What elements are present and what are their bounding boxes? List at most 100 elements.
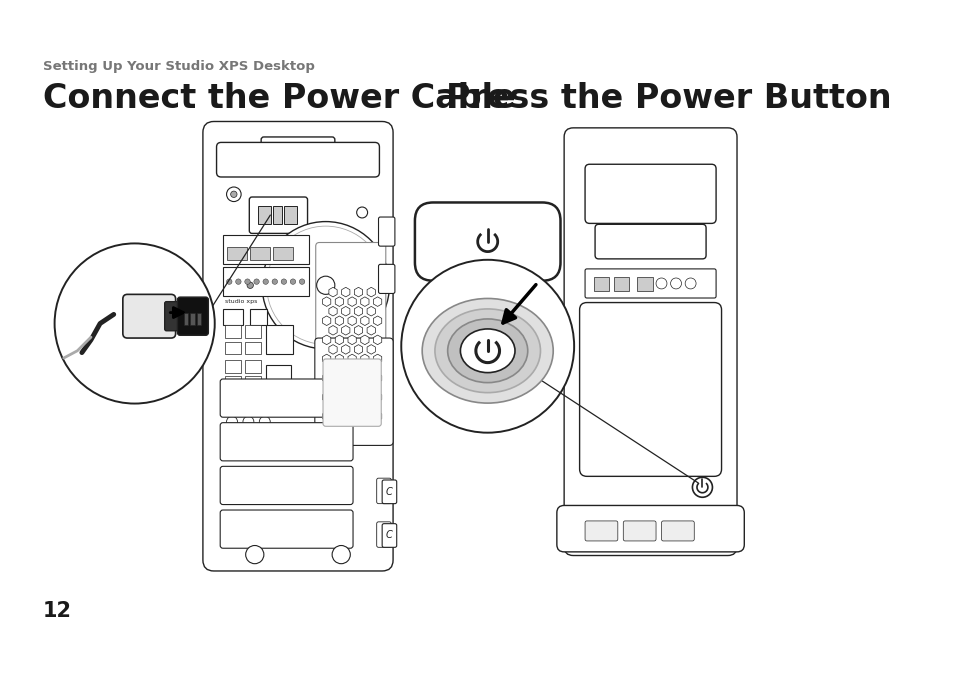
Circle shape [231, 191, 236, 198]
Circle shape [670, 278, 680, 289]
Polygon shape [360, 335, 369, 345]
Polygon shape [335, 373, 343, 383]
Polygon shape [329, 364, 336, 373]
Circle shape [692, 477, 712, 498]
Bar [227, 247, 247, 260]
Circle shape [281, 279, 286, 284]
FancyBboxPatch shape [382, 524, 396, 547]
FancyBboxPatch shape [563, 128, 737, 556]
FancyBboxPatch shape [595, 224, 705, 259]
FancyBboxPatch shape [376, 478, 391, 504]
Polygon shape [341, 345, 350, 354]
Polygon shape [354, 402, 362, 412]
Polygon shape [329, 383, 336, 393]
Bar [245, 360, 261, 372]
Polygon shape [322, 373, 331, 383]
FancyBboxPatch shape [584, 165, 716, 223]
Polygon shape [373, 393, 381, 402]
Text: C: C [386, 487, 393, 497]
Polygon shape [360, 297, 369, 307]
Polygon shape [322, 316, 331, 326]
Circle shape [235, 279, 241, 284]
FancyBboxPatch shape [261, 137, 335, 155]
Circle shape [262, 221, 389, 349]
Polygon shape [329, 307, 336, 316]
Polygon shape [367, 364, 375, 373]
Polygon shape [373, 316, 381, 326]
FancyBboxPatch shape [216, 142, 379, 177]
Polygon shape [322, 335, 331, 345]
Polygon shape [360, 316, 369, 326]
Circle shape [259, 416, 270, 427]
Bar [614, 277, 628, 290]
Polygon shape [348, 316, 355, 326]
Polygon shape [329, 326, 336, 335]
Bar [190, 313, 194, 326]
Text: studio xps: studio xps [225, 299, 257, 305]
Polygon shape [373, 412, 381, 421]
Polygon shape [360, 354, 369, 364]
Polygon shape [348, 393, 355, 402]
FancyBboxPatch shape [376, 522, 391, 547]
Text: C: C [386, 531, 393, 540]
Text: 12: 12 [43, 601, 71, 621]
Polygon shape [360, 373, 369, 383]
Bar [225, 326, 241, 338]
Text: Setting Up Your Studio XPS Desktop: Setting Up Your Studio XPS Desktop [43, 60, 314, 72]
Circle shape [226, 416, 237, 427]
FancyBboxPatch shape [579, 303, 720, 477]
Circle shape [401, 260, 574, 433]
Bar [184, 313, 188, 326]
Bar [266, 326, 293, 355]
Bar [273, 247, 293, 260]
Bar [223, 267, 309, 297]
Bar [225, 342, 241, 355]
Polygon shape [348, 297, 355, 307]
FancyBboxPatch shape [314, 338, 393, 445]
Text: Press the Power Button: Press the Power Button [445, 83, 890, 115]
Polygon shape [322, 412, 331, 421]
Bar [250, 247, 270, 260]
Bar [637, 277, 653, 290]
Circle shape [226, 400, 237, 411]
Polygon shape [329, 287, 336, 297]
Polygon shape [367, 287, 375, 297]
Polygon shape [341, 287, 350, 297]
Polygon shape [329, 402, 336, 412]
FancyBboxPatch shape [382, 480, 396, 504]
Circle shape [246, 546, 264, 564]
Circle shape [243, 416, 253, 427]
Bar [245, 376, 261, 389]
Polygon shape [335, 297, 343, 307]
Circle shape [356, 207, 367, 218]
FancyBboxPatch shape [220, 466, 353, 504]
Polygon shape [354, 307, 362, 316]
Polygon shape [360, 412, 369, 421]
Polygon shape [367, 402, 375, 412]
Polygon shape [354, 383, 362, 393]
Polygon shape [360, 393, 369, 402]
Polygon shape [341, 383, 350, 393]
Bar [196, 313, 201, 326]
Bar [266, 366, 291, 384]
Polygon shape [335, 412, 343, 421]
FancyBboxPatch shape [660, 521, 694, 541]
Circle shape [245, 279, 250, 284]
Circle shape [290, 279, 295, 284]
Circle shape [316, 276, 335, 294]
Polygon shape [367, 383, 375, 393]
Text: Connect the Power Cable: Connect the Power Cable [43, 83, 515, 115]
Polygon shape [354, 345, 362, 354]
Polygon shape [322, 297, 331, 307]
FancyBboxPatch shape [165, 302, 187, 331]
Bar [273, 206, 282, 224]
Polygon shape [373, 354, 381, 364]
Circle shape [299, 279, 305, 284]
Ellipse shape [422, 299, 553, 403]
Polygon shape [322, 393, 331, 402]
Polygon shape [322, 354, 331, 364]
Polygon shape [329, 345, 336, 354]
FancyBboxPatch shape [415, 202, 560, 281]
Circle shape [684, 278, 696, 289]
Polygon shape [354, 326, 362, 335]
